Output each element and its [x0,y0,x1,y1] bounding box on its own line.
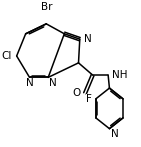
Text: O: O [73,88,81,98]
Text: N: N [111,129,118,139]
Text: NH: NH [112,70,127,80]
Text: N: N [26,78,33,88]
Text: Cl: Cl [1,51,11,61]
Text: N: N [49,78,57,88]
Text: N: N [84,34,91,44]
Text: Br: Br [40,2,52,12]
Text: F: F [86,94,92,104]
